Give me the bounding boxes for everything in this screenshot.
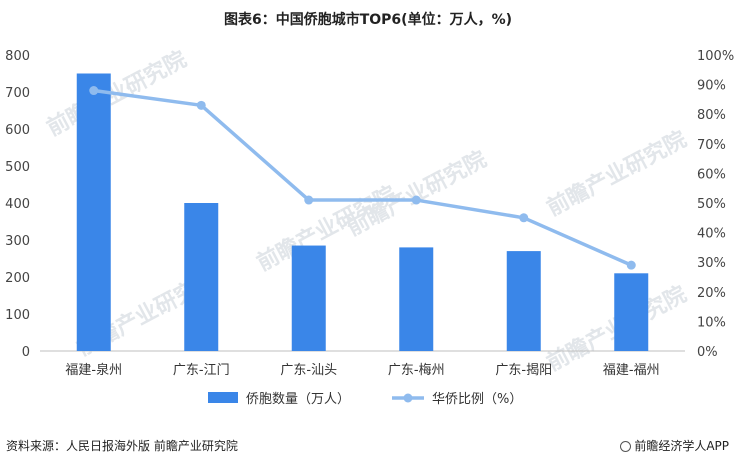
bar xyxy=(291,245,326,351)
bar xyxy=(399,247,434,351)
line-series xyxy=(89,86,636,270)
chart-svg: 图表6：中国侨胞城市TOP6(单位：万人，%) 前瞻产业研究院前瞻产业研究院前瞻… xyxy=(5,11,734,407)
bar xyxy=(506,251,541,351)
y-left-tick-label: 200 xyxy=(5,271,30,286)
x-tick-label: 福建-福州 xyxy=(603,363,660,378)
y-right-tick-label: 60% xyxy=(697,167,726,182)
legend-bar-label: 侨胞数量（万人） xyxy=(246,392,350,407)
brand-credit: 前瞻经济学人APP xyxy=(620,437,729,454)
legend-line-label: 华侨比例（%） xyxy=(432,392,522,407)
x-tick-label: 广东-揭阳 xyxy=(495,363,552,378)
y-right-tick-label: 90% xyxy=(697,79,726,94)
line-point xyxy=(519,213,529,223)
watermark-text: 前瞻产业研究院 xyxy=(543,126,691,221)
watermark-text: 前瞻产业研究院 xyxy=(343,146,491,241)
axes: 0 100 200 300 400 500 600 700 800 0% 10% 20% 30% 40% 5… xyxy=(5,49,734,378)
brand-logo-icon xyxy=(620,441,632,452)
y-left-tick-label: 400 xyxy=(5,197,30,212)
y-right-tick-label: 10% xyxy=(697,315,726,330)
y-right-tick-label: 50% xyxy=(697,197,726,212)
x-tick-label: 福建-泉州 xyxy=(65,362,122,378)
x-tick-label: 广东-汕头 xyxy=(280,363,337,378)
chart-title: 图表6：中国侨胞城市TOP6(单位：万人，%) xyxy=(224,11,512,28)
legend-line-marker xyxy=(403,393,413,403)
y-right-tick-label: 0% xyxy=(697,345,718,360)
bar xyxy=(614,273,649,351)
y-right-tick-label: 100% xyxy=(697,49,734,64)
x-tick-label: 广东-梅州 xyxy=(388,363,445,378)
y-right-tick-label: 80% xyxy=(697,108,726,123)
bar xyxy=(184,203,219,351)
legend-bar-swatch xyxy=(208,392,238,403)
y-left-tick-label: 600 xyxy=(5,123,30,138)
y-left-tick-label: 300 xyxy=(5,234,30,249)
line-point xyxy=(89,86,99,96)
legend: 侨胞数量（万人） 华侨比例（%） xyxy=(208,392,522,407)
y-left-tick-label: 0 xyxy=(22,345,30,360)
y-right-tick-label: 30% xyxy=(697,256,726,271)
y-right-tick-label: 70% xyxy=(697,138,726,153)
source-note: 资料来源：人民日报海外版 前瞻产业研究院 xyxy=(6,439,238,453)
line-path xyxy=(92,88,633,267)
y-left-tick-label: 800 xyxy=(5,49,30,64)
y-left-tick-label: 500 xyxy=(5,160,30,175)
line-point xyxy=(304,195,314,205)
y-right-tick-label: 20% xyxy=(697,286,726,301)
line-point xyxy=(626,260,636,270)
bar xyxy=(76,73,111,351)
y-left-tick-label: 100 xyxy=(5,308,30,323)
line-point xyxy=(411,195,421,205)
line-point xyxy=(196,100,206,110)
brand-name: 前瞻经济学人APP xyxy=(634,439,729,453)
bar-series xyxy=(76,73,649,351)
watermark-text: 前瞻产业研究院 xyxy=(253,181,401,276)
y-left-tick-label: 700 xyxy=(5,86,30,101)
x-tick-label: 广东-江门 xyxy=(173,363,230,378)
y-right-tick-label: 40% xyxy=(697,227,726,242)
